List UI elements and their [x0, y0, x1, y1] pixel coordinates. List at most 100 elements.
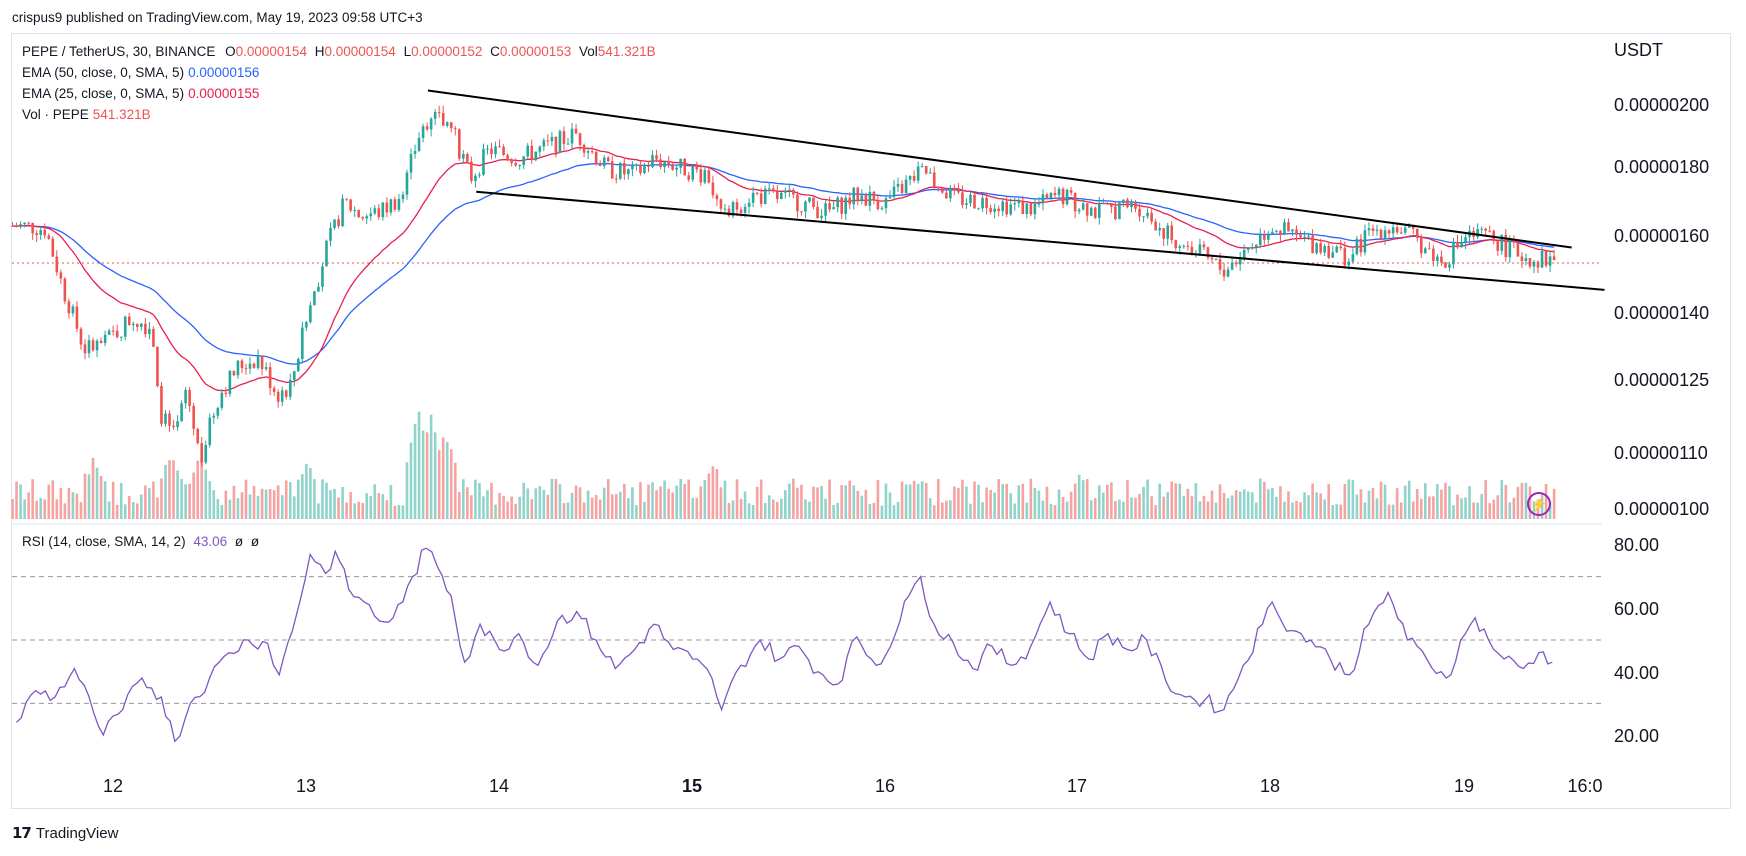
volume-bar [441, 437, 445, 519]
candle-body [912, 176, 916, 181]
candle-body [1118, 202, 1121, 220]
volume-bar [67, 488, 71, 519]
candle-body [1544, 250, 1548, 266]
candle-body [1186, 245, 1190, 247]
candle-body [437, 112, 441, 114]
candle-body [502, 146, 505, 156]
volume-bar [224, 490, 228, 519]
volume-bar [574, 485, 578, 519]
volume-bar [1440, 489, 1443, 519]
candle-body [381, 202, 385, 218]
volume-bar [220, 505, 224, 519]
candle-body [79, 328, 83, 345]
candle-body [490, 148, 493, 155]
candle-body [341, 198, 344, 227]
candle-body [478, 174, 481, 176]
candle-body [1524, 258, 1528, 261]
legend-ema25[interactable]: EMA (25, close, 0, SMA, 5) 0.00000155 [22, 86, 259, 101]
candle-body [598, 164, 602, 167]
volume-bar [256, 496, 260, 519]
candle-body [610, 161, 614, 179]
volume-bar [1351, 480, 1355, 519]
candle-body [196, 428, 199, 444]
trendlines[interactable] [427, 89, 1605, 291]
volume-bar [292, 496, 296, 519]
volume-bar [437, 450, 441, 519]
volume-bar [1025, 502, 1029, 519]
volume-bar [1041, 500, 1045, 519]
volume-bar [1198, 501, 1202, 519]
candle-body [510, 160, 513, 164]
price-tick: 0.00000180 [1614, 157, 1710, 177]
volume-bar [941, 502, 944, 519]
candle-body [928, 172, 932, 174]
candle-body [747, 202, 751, 207]
candle-body [1279, 230, 1282, 235]
candle-body [1178, 246, 1182, 248]
volume-bar [1516, 486, 1520, 519]
candle-body [780, 192, 783, 200]
legend-volume[interactable]: Vol · PEPE 541.321B [22, 107, 151, 122]
candle-body [635, 164, 638, 166]
candle-body [663, 161, 666, 168]
candle-body [1122, 199, 1125, 203]
candle-body [675, 167, 678, 170]
candle-body [248, 363, 252, 369]
candle-body [280, 390, 284, 402]
legend-rsi-extra2: ø [250, 534, 260, 549]
rsi-tick: 60.00 [1614, 599, 1660, 619]
volume-bar [808, 501, 811, 519]
volume-bar [1206, 501, 1210, 519]
volume-bar [458, 491, 461, 519]
volume-bar [111, 481, 115, 519]
volume-bar [1118, 499, 1121, 519]
candle-body [731, 202, 735, 216]
candle-body [1323, 246, 1326, 253]
volume-bar [747, 503, 751, 519]
volume-bar [305, 463, 308, 519]
volume-bar [936, 479, 940, 519]
candle-body [413, 150, 417, 154]
volume-bar [635, 505, 638, 519]
candle-body [977, 208, 980, 210]
candle-body [466, 153, 469, 162]
volume-bar [1102, 492, 1105, 519]
volume-bar [868, 503, 872, 519]
volume-bar [401, 505, 405, 519]
price-tick: 0.00000160 [1614, 226, 1710, 246]
volume-bar [1287, 491, 1290, 519]
legend-ema50[interactable]: EMA (50, close, 0, SMA, 5) 0.00000156 [22, 65, 259, 80]
volume-bar [1283, 501, 1286, 519]
candle-body [43, 229, 47, 236]
volume-bar [1476, 502, 1479, 519]
legend-volume-value: 541.321B [92, 107, 151, 122]
legend-symbol[interactable]: PEPE / TetherUS, 30, BINANCE [22, 44, 216, 59]
candle-body [1452, 241, 1455, 265]
candle-body [486, 148, 489, 150]
volume-bar [884, 483, 888, 519]
candle-body [554, 136, 558, 153]
time-tick: 16:0 [1567, 776, 1603, 796]
volume-bar [453, 462, 457, 519]
legend-low: 0.00000152 [411, 44, 483, 59]
candle-body [35, 233, 38, 236]
volume-bar [1403, 485, 1407, 519]
candle-body [160, 386, 163, 424]
volume-bar [1194, 483, 1198, 519]
candle-body [1444, 262, 1447, 268]
candle-body [1110, 204, 1113, 207]
volume-bar [140, 494, 143, 519]
volume-bar [1339, 504, 1343, 519]
legend-rsi[interactable]: RSI (14, close, SMA, 14, 2) 43.06 ø ø [22, 534, 259, 549]
volume-bar [1246, 491, 1250, 519]
volume-bar [1295, 500, 1298, 519]
candle-body [1142, 216, 1145, 218]
volume-bar [131, 502, 135, 519]
lightning-icon[interactable]: ⚡ [1527, 492, 1551, 516]
footer-brand[interactable]: 17 TradingView [12, 824, 118, 842]
volume-bar [91, 457, 95, 519]
candle-body [268, 367, 272, 389]
candle-body [743, 206, 747, 213]
volume-bar [27, 492, 30, 519]
